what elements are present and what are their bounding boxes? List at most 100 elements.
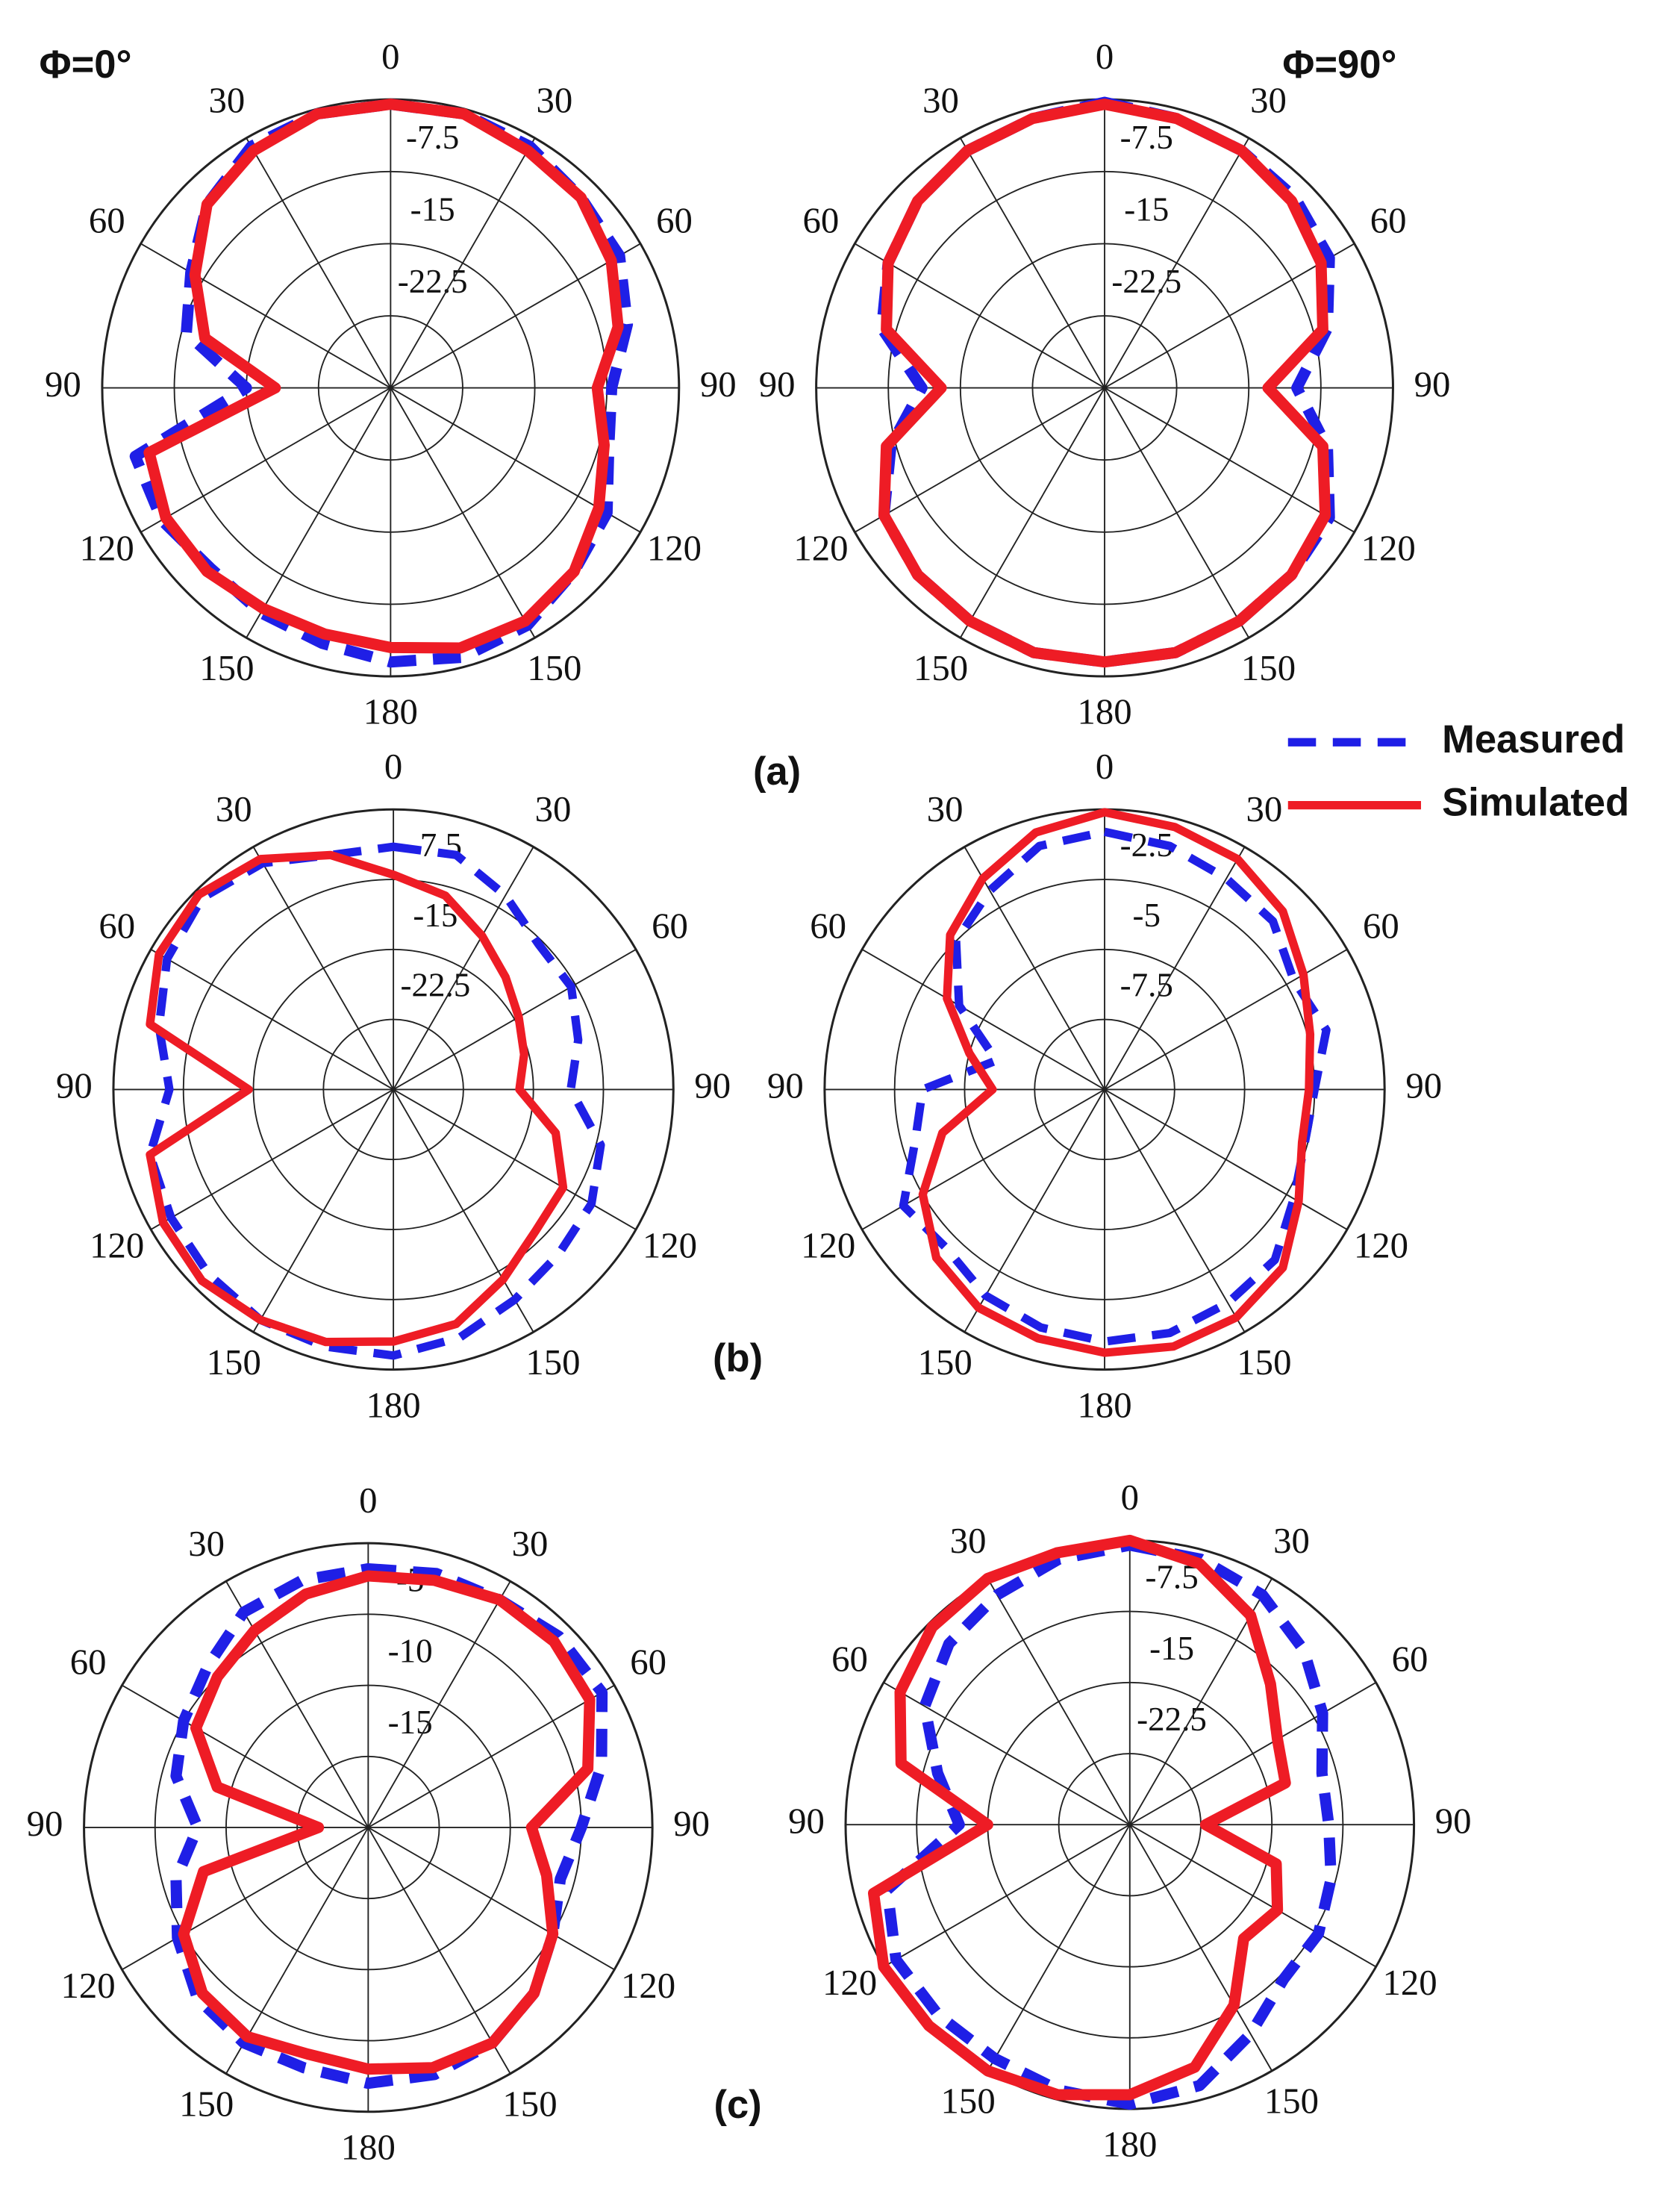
series-line: [867, 1534, 1291, 2101]
theta-tick-label: 120: [80, 528, 134, 568]
theta-tick-label: 90: [56, 1066, 93, 1106]
spoke: [252, 1088, 394, 1333]
spoke: [393, 949, 637, 1091]
theta-tick-label: 90: [27, 1804, 63, 1844]
theta-tick-label: 60: [1370, 200, 1407, 240]
spoke: [883, 1824, 1131, 1968]
spoke: [140, 387, 391, 533]
theta-tick-label: 0: [381, 37, 399, 77]
spoke: [122, 1827, 369, 1971]
panel-label: (b): [713, 1336, 763, 1380]
spoke: [1104, 243, 1355, 389]
theta-tick-label: 120: [1382, 1963, 1437, 2003]
spoke: [861, 949, 1105, 1091]
spoke: [1129, 1824, 1377, 1968]
spoke: [393, 1088, 637, 1230]
series-line: [146, 850, 568, 1347]
theta-tick-label: 120: [1361, 528, 1416, 568]
theta-tick-label: 150: [207, 1342, 261, 1383]
r-tick-label: -22.5: [400, 967, 470, 1004]
r-tick-label: -22.5: [1137, 1701, 1207, 1738]
legend-label: Simulated: [1442, 780, 1629, 824]
theta-tick-label: 90: [700, 364, 737, 405]
theta-tick-label: 30: [216, 789, 252, 829]
legend-label: Measured: [1442, 717, 1625, 761]
theta-tick-label: 120: [643, 1225, 697, 1265]
theta-tick-label: 150: [525, 1342, 580, 1383]
spoke: [150, 1088, 394, 1230]
spoke: [1104, 387, 1250, 638]
theta-tick-label: 90: [673, 1804, 710, 1844]
theta-tick-label: 120: [647, 528, 702, 568]
theta-tick-label: 150: [1237, 1342, 1291, 1383]
theta-tick-label: 120: [793, 528, 848, 568]
theta-tick-label: 90: [759, 364, 796, 405]
r-tick-label: -2.5: [1120, 826, 1173, 864]
r-tick-label: -10: [388, 1633, 433, 1670]
theta-tick-label: 60: [70, 1642, 107, 1682]
theta-tick-label: 60: [630, 1642, 666, 1682]
spoke: [1104, 1088, 1246, 1333]
theta-tick-label: 30: [512, 1524, 549, 1564]
spoke: [964, 847, 1105, 1090]
theta-tick-label: 60: [89, 200, 125, 240]
theta-tick-label: 90: [1405, 1066, 1442, 1106]
theta-tick-label: 60: [99, 906, 135, 947]
theta-tick-label: 30: [1273, 1521, 1310, 1561]
theta-tick-label: 120: [1354, 1225, 1408, 1265]
theta-tick-label: 0: [1096, 37, 1114, 77]
spoke: [883, 1682, 1131, 1826]
spoke: [122, 1684, 369, 1828]
spoke: [140, 243, 391, 389]
series-line: [899, 827, 1331, 1346]
panel-label: (c): [713, 2083, 761, 2127]
theta-tick-label: 150: [527, 648, 581, 688]
theta-tick-label: 60: [810, 906, 846, 947]
theta-tick-label: 0: [359, 1480, 377, 1521]
theta-tick-label: 180: [1077, 1385, 1131, 1425]
theta-tick-label: 90: [767, 1066, 804, 1106]
theta-tick-label: 30: [950, 1521, 987, 1561]
theta-tick-label: 60: [803, 200, 840, 240]
series-line: [178, 1570, 596, 2075]
spoke: [1129, 1682, 1377, 1826]
theta-tick-label: 30: [927, 789, 964, 829]
spoke: [246, 387, 392, 638]
spoke: [367, 1827, 615, 1971]
spoke: [960, 387, 1105, 638]
r-tick-label: -15: [388, 1704, 433, 1741]
series-line: [878, 99, 1331, 668]
theta-tick-label: 150: [1241, 648, 1296, 688]
series-line: [143, 99, 624, 654]
chart-title: Φ=0°: [40, 43, 132, 87]
panel-label: (a): [753, 750, 801, 794]
theta-tick-label: 150: [914, 648, 968, 688]
spoke: [1104, 847, 1246, 1090]
theta-tick-label: 60: [1392, 1639, 1428, 1680]
theta-tick-label: 90: [694, 1066, 731, 1106]
theta-tick-label: 30: [535, 789, 572, 829]
theta-tick-label: 0: [1096, 747, 1114, 787]
spoke: [964, 1088, 1105, 1333]
theta-tick-label: 150: [918, 1342, 972, 1383]
theta-tick-label: 90: [788, 1801, 825, 1841]
theta-tick-label: 180: [1102, 2125, 1157, 2165]
theta-tick-label: 120: [61, 1966, 116, 2006]
theta-tick-label: 150: [1264, 2081, 1319, 2122]
theta-tick-label: 90: [45, 364, 81, 405]
spoke: [390, 243, 641, 389]
theta-tick-label: 180: [366, 1385, 421, 1425]
spoke: [367, 1827, 511, 2075]
r-tick-label: -15: [1149, 1630, 1194, 1667]
spoke: [1104, 1088, 1348, 1230]
theta-tick-label: 30: [188, 1524, 225, 1564]
theta-tick-label: 90: [1414, 364, 1451, 405]
theta-tick-label: 0: [1121, 1477, 1139, 1518]
spoke: [1104, 387, 1355, 533]
spoke: [367, 1580, 511, 1828]
spoke: [150, 949, 394, 1091]
spoke: [987, 1577, 1131, 1825]
theta-tick-label: 120: [822, 1963, 877, 2003]
r-tick-label: -5: [1133, 897, 1161, 934]
